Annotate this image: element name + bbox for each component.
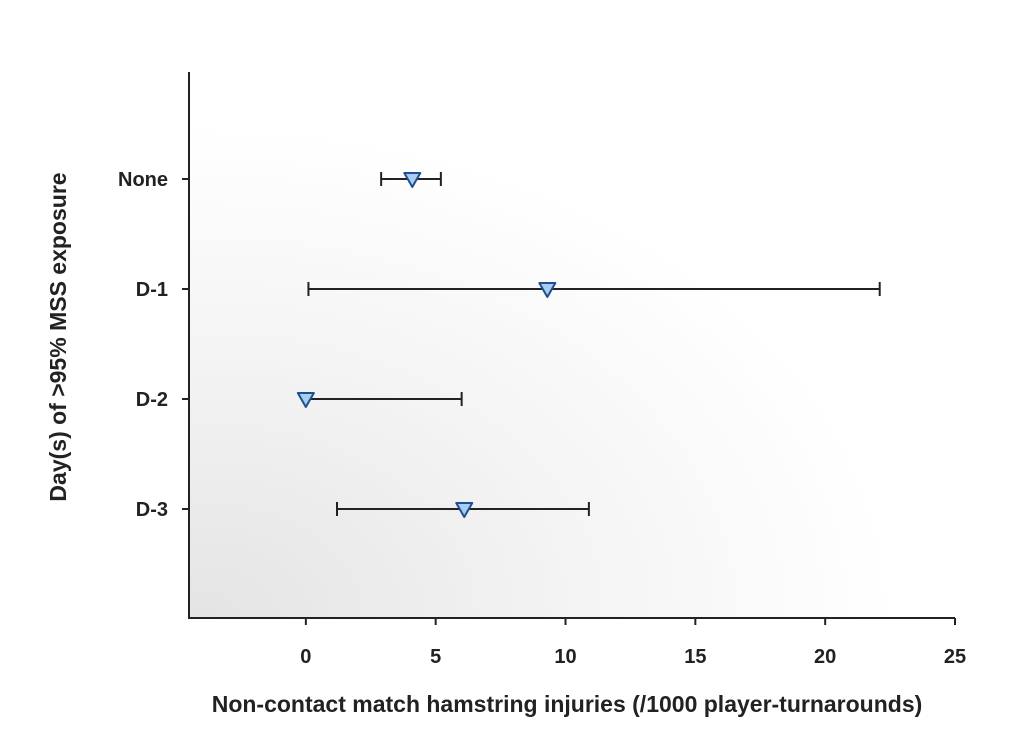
x-tick-label: 15: [684, 646, 706, 668]
y-tick-label-d-3: D-3: [136, 499, 168, 521]
x-axis-ticks: 0 5 10 15 20 25: [300, 618, 966, 668]
x-axis-title: Non-contact match hamstring injuries (/1…: [212, 691, 923, 717]
point-marker-d-1: [538, 282, 557, 298]
y-axis-title: Day(s) of >95% MSS exposure: [45, 172, 71, 501]
x-tick-label: 25: [944, 646, 966, 668]
y-tick-label-d-2: D-2: [136, 389, 168, 411]
point-marker-d-3: [455, 502, 474, 518]
point-marker-none: [403, 172, 422, 188]
x-tick-label: 0: [300, 646, 311, 668]
x-tick-label: 20: [814, 646, 836, 668]
x-tick-label: 10: [554, 646, 576, 668]
y-tick-label-d-1: D-1: [136, 279, 168, 301]
x-tick-label: 5: [430, 646, 441, 668]
point-marker-d-2: [296, 392, 315, 408]
y-tick-label-none: None: [118, 169, 168, 191]
plot-background: [189, 72, 955, 618]
plot-marks: [296, 172, 881, 518]
y-axis-ticks: None D-1 D-2 D-3: [118, 169, 189, 521]
